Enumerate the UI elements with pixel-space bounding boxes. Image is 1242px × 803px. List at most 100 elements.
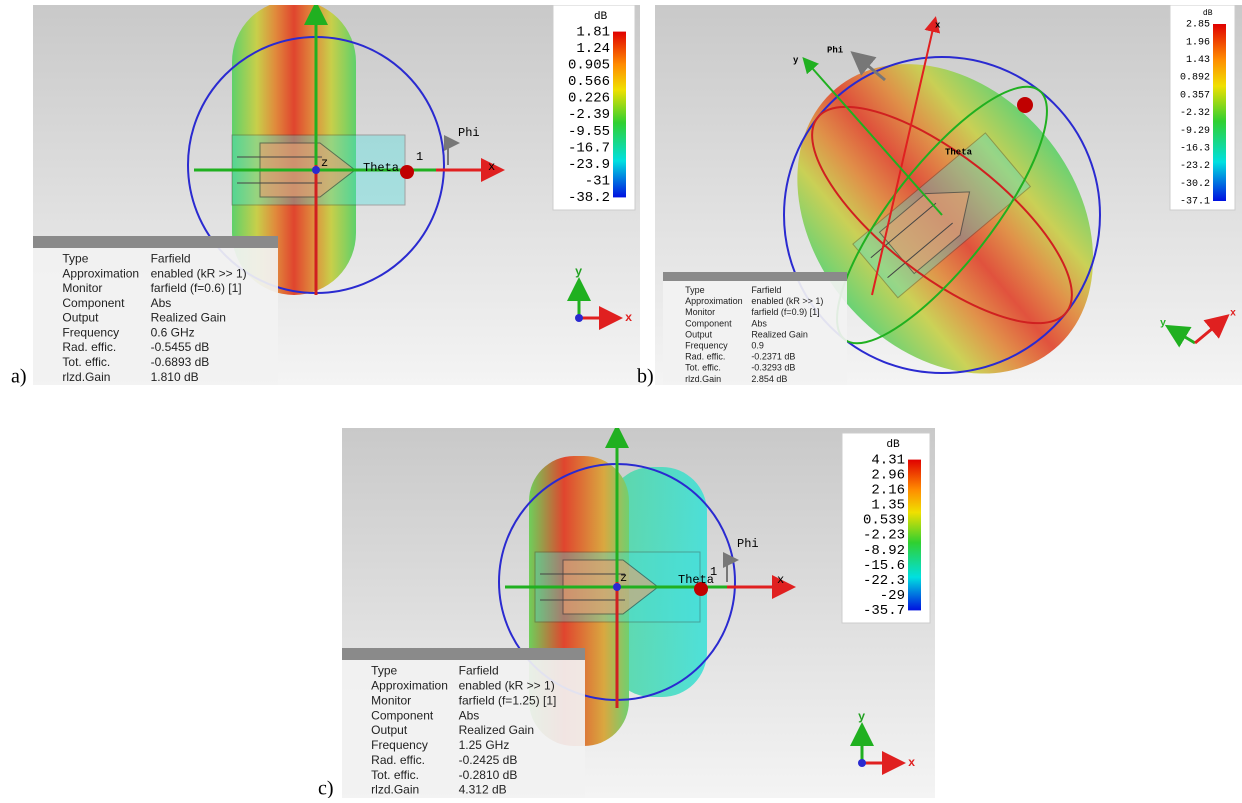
axis-label: 1: [710, 565, 717, 579]
colorbar: [1213, 24, 1226, 201]
port: [400, 165, 414, 179]
axis-label: y: [793, 55, 799, 65]
antenna-lines: [540, 573, 625, 601]
info-value: -0.2810 dB: [459, 768, 518, 782]
phi-arrow: [850, 51, 886, 82]
origin: [312, 166, 320, 174]
colorbar-tick-label: 0.226: [568, 91, 610, 107]
colorbar-unit: dB: [594, 11, 608, 23]
colorbar-tick-label: -2.32: [1180, 108, 1210, 119]
info-value: farfield (f=0.6) [1]: [151, 281, 242, 295]
lobe-back: [607, 467, 707, 697]
colorbar-tick-label: -23.9: [568, 157, 610, 173]
info-value: -0.6893 dB: [151, 355, 210, 369]
info-key: Frequency: [62, 325, 119, 339]
info-header: [342, 648, 585, 660]
colorbar-tick-label: -9.55: [568, 124, 610, 140]
viewport: Phi Theta x y dB 2.85 1.96 1.43 0.892 0.357 -2.32 -…: [655, 5, 1242, 385]
info-value: enabled (kR >> 1): [459, 679, 555, 693]
info-value: enabled (kR >> 1): [751, 296, 823, 306]
triad-z: [575, 314, 583, 322]
info-key: Monitor: [371, 693, 411, 707]
axis-label: z: [620, 571, 627, 585]
colorbar-tick-label: -8.92: [863, 543, 905, 559]
colorbar-tick-label: 1.24: [576, 41, 610, 57]
triad-label: x: [908, 756, 915, 770]
colorbar-tick-label: 0.892: [1180, 73, 1210, 84]
colorbar-tick-label: -15.6: [863, 558, 905, 574]
colorbar-tick-label: 4.31: [871, 452, 905, 468]
axis-label: Theta: [363, 161, 399, 175]
info-key: Monitor: [685, 307, 715, 317]
info-value: Realized Gain: [459, 723, 534, 737]
info-key: Component: [62, 296, 125, 310]
colorbar: [613, 31, 626, 198]
antenna-feed: [878, 191, 971, 275]
info-key: Frequency: [371, 738, 428, 752]
info-value: Realized Gain: [151, 311, 226, 325]
info-key: Type: [685, 285, 705, 295]
info-key: Output: [371, 723, 408, 737]
info-key: Rad. effic.: [62, 340, 116, 354]
axis-label: Phi: [458, 126, 480, 140]
triad-y: [1164, 324, 1196, 348]
info-value: Abs: [151, 296, 172, 310]
colorbar-tick-label: -2.39: [568, 107, 610, 123]
triad-label: y: [575, 265, 582, 279]
phi-arrow: [723, 552, 739, 582]
axis-label: Theta: [945, 147, 973, 157]
info-key: rlzd.Gain: [685, 374, 721, 384]
info-value: 4.312 dB: [459, 783, 507, 797]
info-key: Rad. effic.: [685, 352, 725, 362]
colorbar-tick-label: 0.539: [863, 513, 905, 529]
axis-label: x: [935, 20, 941, 30]
info-value: farfield (f=0.9) [1]: [751, 307, 819, 317]
colorbar-tick-label: -9.29: [1180, 126, 1210, 137]
colorbar-tick-label: -35.7: [863, 603, 905, 619]
triad-label: x: [625, 311, 632, 325]
colorbar-tick-label: -29: [880, 588, 905, 604]
phi-ring: [811, 105, 1073, 325]
info-key: rlzd.Gain: [371, 783, 419, 797]
info-value: Abs: [459, 708, 480, 722]
colorbar-tick-label: -22.3: [863, 573, 905, 589]
info-key: Tot. effic.: [62, 355, 110, 369]
colorbar-tick-label: 2.85: [1186, 20, 1210, 31]
info-key: Component: [371, 708, 434, 722]
colorbar-tick-label: 1.81: [576, 24, 610, 40]
info-value: Abs: [751, 318, 767, 328]
colorbar-tick-label: -16.3: [1180, 144, 1210, 155]
colorbar-tick-label: 0.357: [1180, 90, 1210, 101]
info-value: -0.2425 dB: [459, 753, 518, 767]
sphere: [783, 56, 1101, 374]
info-value: Realized Gain: [751, 329, 808, 339]
info-key: Output: [685, 329, 713, 339]
colorbar-unit: dB: [886, 439, 900, 451]
panel: Phi Theta x z 1 dB1.811.240.9050.5660.226-2.3…: [33, 5, 640, 385]
axis-label: Phi: [827, 45, 844, 55]
y-axis: [802, 57, 943, 216]
phi-arrow: [444, 135, 460, 165]
info-value: -0.5455 dB: [151, 340, 210, 354]
triad-label: y: [858, 710, 865, 724]
info-key: Rad. effic.: [371, 753, 425, 767]
info-value: Farfield: [751, 285, 781, 295]
info-key: rlzd.Gain: [62, 370, 110, 384]
origin: [613, 583, 621, 591]
info-value: 1.25 GHz: [459, 738, 510, 752]
triad-z: [858, 759, 866, 767]
viewport: Phi Theta x z 1 dB1.811.240.9050.5660.226-2.3…: [33, 5, 640, 385]
antenna-lines: [237, 156, 322, 184]
colorbar-tick-label: -23.2: [1180, 161, 1210, 172]
info-key: Type: [371, 664, 397, 678]
colorbar-tick-label: -38.2: [568, 190, 610, 206]
axis-label: x: [488, 160, 495, 174]
info-value: 0.6 GHz: [151, 325, 195, 339]
info-key: Monitor: [62, 281, 102, 295]
triad-label: x: [1230, 309, 1236, 320]
x-axis: [871, 16, 941, 296]
triad-x: [1194, 314, 1230, 345]
